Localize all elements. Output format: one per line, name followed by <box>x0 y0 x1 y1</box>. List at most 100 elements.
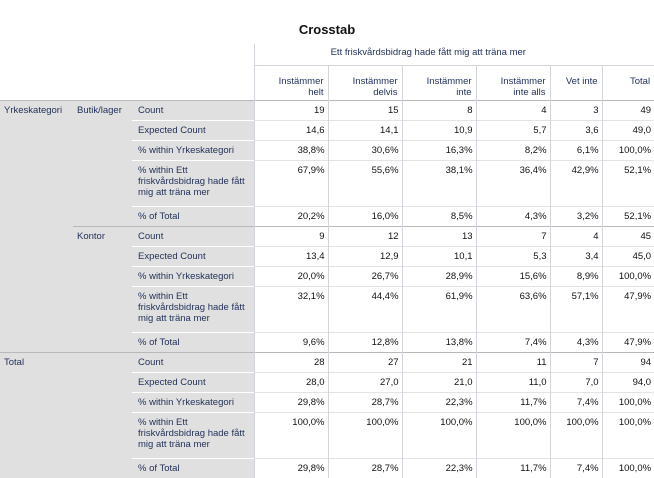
value-cell: 9,6% <box>253 331 329 352</box>
value-cell: 13 <box>401 225 477 246</box>
value-cell: 20,2% <box>253 205 329 226</box>
value-cell: 4,3% <box>475 205 551 226</box>
column-header-line: Vet inte <box>565 75 598 87</box>
column-header-line: Instämmer <box>352 75 398 87</box>
value-cell: 100,0% <box>401 411 477 458</box>
value-cell: 5,3 <box>475 245 551 266</box>
value-cell: 7,4% <box>475 331 551 352</box>
table-row: Expected Count 13,4 12,9 10,1 5,3 3,4 45,0 <box>0 245 654 266</box>
total-cell: 45,0 <box>601 245 654 266</box>
corner-cell <box>0 44 254 65</box>
value-cell: 12 <box>327 225 403 246</box>
value-cell: 44,4% <box>327 285 403 332</box>
table-row: % within Ett friskvårdsbidrag hade fått … <box>0 159 654 206</box>
statistic-label: Expected Count <box>132 119 255 140</box>
total-spacer-cell <box>602 44 654 65</box>
total-cell: 45 <box>601 225 654 246</box>
value-cell: 10,9 <box>401 119 477 140</box>
value-cell: 28,9% <box>401 265 477 286</box>
corner-cell-2 <box>0 65 254 100</box>
total-cell: 100,0% <box>601 411 654 458</box>
table-row: Expected Count 28,0 27,0 21,0 11,0 7,0 94,0 <box>0 371 654 392</box>
value-cell: 28 <box>253 351 329 372</box>
value-cell: 27 <box>327 351 403 372</box>
value-cell: 38,1% <box>401 159 477 206</box>
row-total-label: Total <box>0 351 132 478</box>
column-header-line: helt <box>308 86 324 98</box>
value-cell: 6,1% <box>549 139 603 160</box>
column-header-line: Total <box>629 75 651 87</box>
column-header-row: Instämmer helt Instämmer delvis Instämmer int… <box>0 64 654 100</box>
row-category-label: Kontor <box>73 225 132 352</box>
value-cell: 38,8% <box>253 139 329 160</box>
statistic-label: Expected Count <box>132 245 255 266</box>
column-variable-label: Ett friskvårdsbidrag hade fått mig att t… <box>253 44 603 65</box>
column-header-line: inte <box>456 86 472 98</box>
value-cell: 22,3% <box>401 457 477 478</box>
table-row: Yrkeskategori Butik/lager Count 19 15 8 4 3 49 <box>0 99 654 352</box>
value-cell: 4 <box>549 225 603 246</box>
value-cell: 7 <box>475 225 551 246</box>
value-cell: 20,0% <box>253 265 329 286</box>
value-cell: 13,4 <box>253 245 329 266</box>
value-cell: 12,9 <box>327 245 403 266</box>
value-cell: 16,0% <box>327 205 403 226</box>
total-cell: 52,1% <box>601 159 654 206</box>
column-variable-header-row: Ett friskvårdsbidrag hade fått mig att t… <box>0 44 654 65</box>
total-cell: 52,1% <box>601 205 654 226</box>
value-cell: 8,9% <box>549 265 603 286</box>
value-cell: 16,3% <box>401 139 477 160</box>
value-cell: 100,0% <box>327 411 403 458</box>
column-header-line: Instämmer <box>500 75 546 87</box>
table-row: % of Total 9,6% 12,8% 13,8% 7,4% 4,3% 47,9% <box>0 331 654 352</box>
value-cell: 100,0% <box>549 411 603 458</box>
value-cell: 15 <box>327 99 403 120</box>
table-row: % within Yrkeskategori 29,8% 28,7% 22,3% 11,… <box>0 391 654 412</box>
value-cell: 5,7 <box>475 119 551 140</box>
value-cell: 3 <box>549 99 603 120</box>
column-header-5: Total <box>601 64 654 100</box>
value-cell: 42,9% <box>549 159 603 206</box>
statistic-label: % within Yrkeskategori <box>132 265 255 286</box>
table-row: Total Count 28 27 21 11 7 94 <box>0 351 654 478</box>
statistic-label: Expected Count <box>132 371 255 392</box>
value-cell: 3,4 <box>549 245 603 266</box>
value-cell: 63,6% <box>475 285 551 332</box>
total-cell: 94 <box>601 351 654 372</box>
value-cell: 4,3% <box>549 331 603 352</box>
value-cell: 7 <box>549 351 603 372</box>
value-cell: 11,7% <box>475 457 551 478</box>
column-header-1: Instämmer delvis <box>327 64 403 100</box>
statistic-label: % within Yrkeskategori <box>132 139 255 160</box>
table-row: % within Yrkeskategori 20,0% 26,7% 28,9% 15,… <box>0 265 654 286</box>
statistic-label: % of Total <box>132 205 255 226</box>
value-cell: 28,7% <box>327 391 403 412</box>
row-variable-label: Yrkeskategori <box>0 99 73 352</box>
value-cell: 11 <box>475 351 551 372</box>
statistic-label: % within Yrkeskategori <box>132 391 255 412</box>
value-cell: 27,0 <box>327 371 403 392</box>
value-cell: 57,1% <box>549 285 603 332</box>
value-cell: 15,6% <box>475 265 551 286</box>
row-category-label: Butik/lager <box>73 99 132 226</box>
value-cell: 22,3% <box>401 391 477 412</box>
column-header-0: Instämmer helt <box>253 64 329 100</box>
value-cell: 19 <box>253 99 329 120</box>
crosstab-table: Ett friskvårdsbidrag hade fått mig att t… <box>0 44 654 478</box>
total-cell: 49 <box>601 99 654 120</box>
total-cell: 47,9% <box>601 285 654 332</box>
value-cell: 9 <box>253 225 329 246</box>
value-cell: 67,9% <box>253 159 329 206</box>
table-row: % within Yrkeskategori 38,8% 30,6% 16,3% 8,2… <box>0 139 654 160</box>
statistic-label: % within Ett friskvårdsbidrag hade fått … <box>132 285 255 332</box>
value-cell: 26,7% <box>327 265 403 286</box>
value-cell: 13,8% <box>401 331 477 352</box>
value-cell: 7,0 <box>549 371 603 392</box>
value-cell: 36,4% <box>475 159 551 206</box>
column-header-line: Instämmer <box>426 75 472 87</box>
value-cell: 11,0 <box>475 371 551 392</box>
table-row: % of Total 20,2% 16,0% 8,5% 4,3% 3,2% 52,1% <box>0 205 654 226</box>
value-cell: 7,4% <box>549 391 603 412</box>
value-cell: 30,6% <box>327 139 403 160</box>
total-cell: 100,0% <box>601 457 654 478</box>
